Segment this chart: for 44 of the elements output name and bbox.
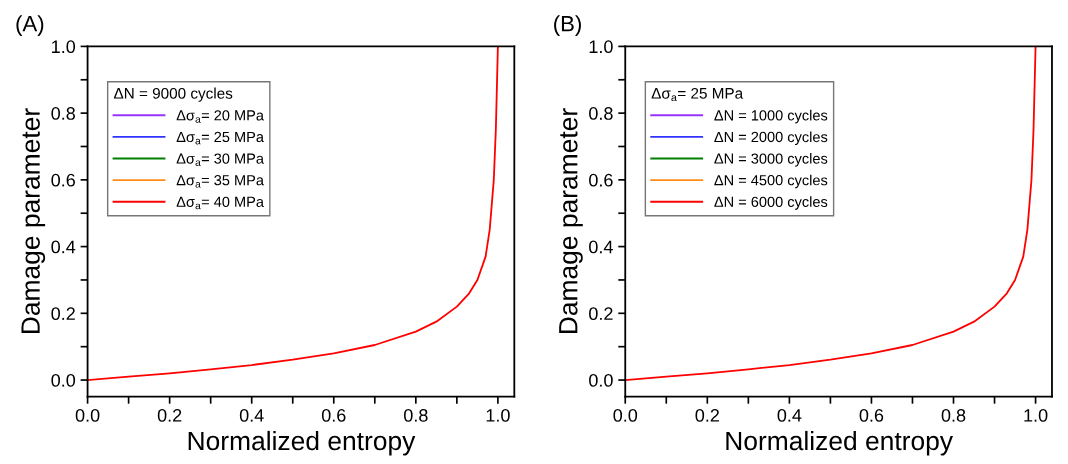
y-tick-label: 0.6 xyxy=(51,173,75,187)
legend-label: ΔN = 6000 cycles xyxy=(714,196,828,210)
y-tick-label: 0.2 xyxy=(51,307,75,321)
x-tick-label: 0.4 xyxy=(777,409,802,422)
x-tick-label: 0.2 xyxy=(695,409,719,422)
legend-label: Δσ$_{a}$= 30 MPa xyxy=(176,153,264,166)
x-tick-label: 0.2 xyxy=(157,409,182,422)
text: (A) xyxy=(16,15,44,36)
x-tick-label: 0.6 xyxy=(321,409,346,422)
x-tick-label: 0.4 xyxy=(239,409,264,422)
y-tick-label: 0.6 xyxy=(589,173,613,187)
legend-title: Δσ$_{a}$= 25 MPa xyxy=(651,87,744,102)
text: (B) xyxy=(554,15,581,36)
y-axis-title: Damage parameter xyxy=(21,108,46,334)
x-axis-title: Normalized entropy xyxy=(726,430,953,456)
y-axis-title: Damage parameter xyxy=(559,108,583,334)
x-tick-label: 1.0 xyxy=(486,409,510,422)
legend-label: Δσ$_{a}$= 40 MPa xyxy=(176,196,264,210)
x-tick-label: 1.0 xyxy=(1024,409,1048,422)
legend-label: Δσ$_{a}$= 20 MPa xyxy=(176,110,264,123)
x-tick-label: 0.6 xyxy=(859,409,884,422)
y-tick-label: 1.0 xyxy=(589,40,613,54)
line-series xyxy=(87,46,499,381)
x-tick-label: 0.8 xyxy=(403,409,428,422)
y-tick-label: 0.0 xyxy=(51,373,76,387)
line-series xyxy=(625,46,1037,381)
legend-title: ΔN = 9000 cycles xyxy=(113,87,233,102)
x-tick-label: 0.8 xyxy=(941,409,966,422)
legend-label: Δσ$_{a}$= 35 MPa xyxy=(176,175,264,188)
y-tick-label: 0.4 xyxy=(51,240,76,254)
legend-label: Δσ$_{a}$= 25 MPa xyxy=(176,131,264,145)
legend-label: ΔN = 2000 cycles xyxy=(714,131,828,146)
y-tick-label: 0.2 xyxy=(589,307,613,321)
y-tick-label: 0.8 xyxy=(51,107,75,120)
x-tick-label: 0.0 xyxy=(613,409,638,422)
y-tick-label: 0.8 xyxy=(589,107,613,120)
legend-label: ΔN = 4500 cycles xyxy=(714,174,828,189)
y-tick-label: 0.4 xyxy=(589,240,613,254)
legend-label: ΔN = 3000 cycles xyxy=(714,153,828,167)
legend-label: ΔN = 1000 cycles xyxy=(714,109,828,124)
x-tick-label: 0.0 xyxy=(75,409,100,422)
y-tick-label: 0.0 xyxy=(589,373,613,387)
y-tick-label: 1.0 xyxy=(52,40,76,54)
x-axis-title: Normalized entropy xyxy=(188,430,416,456)
